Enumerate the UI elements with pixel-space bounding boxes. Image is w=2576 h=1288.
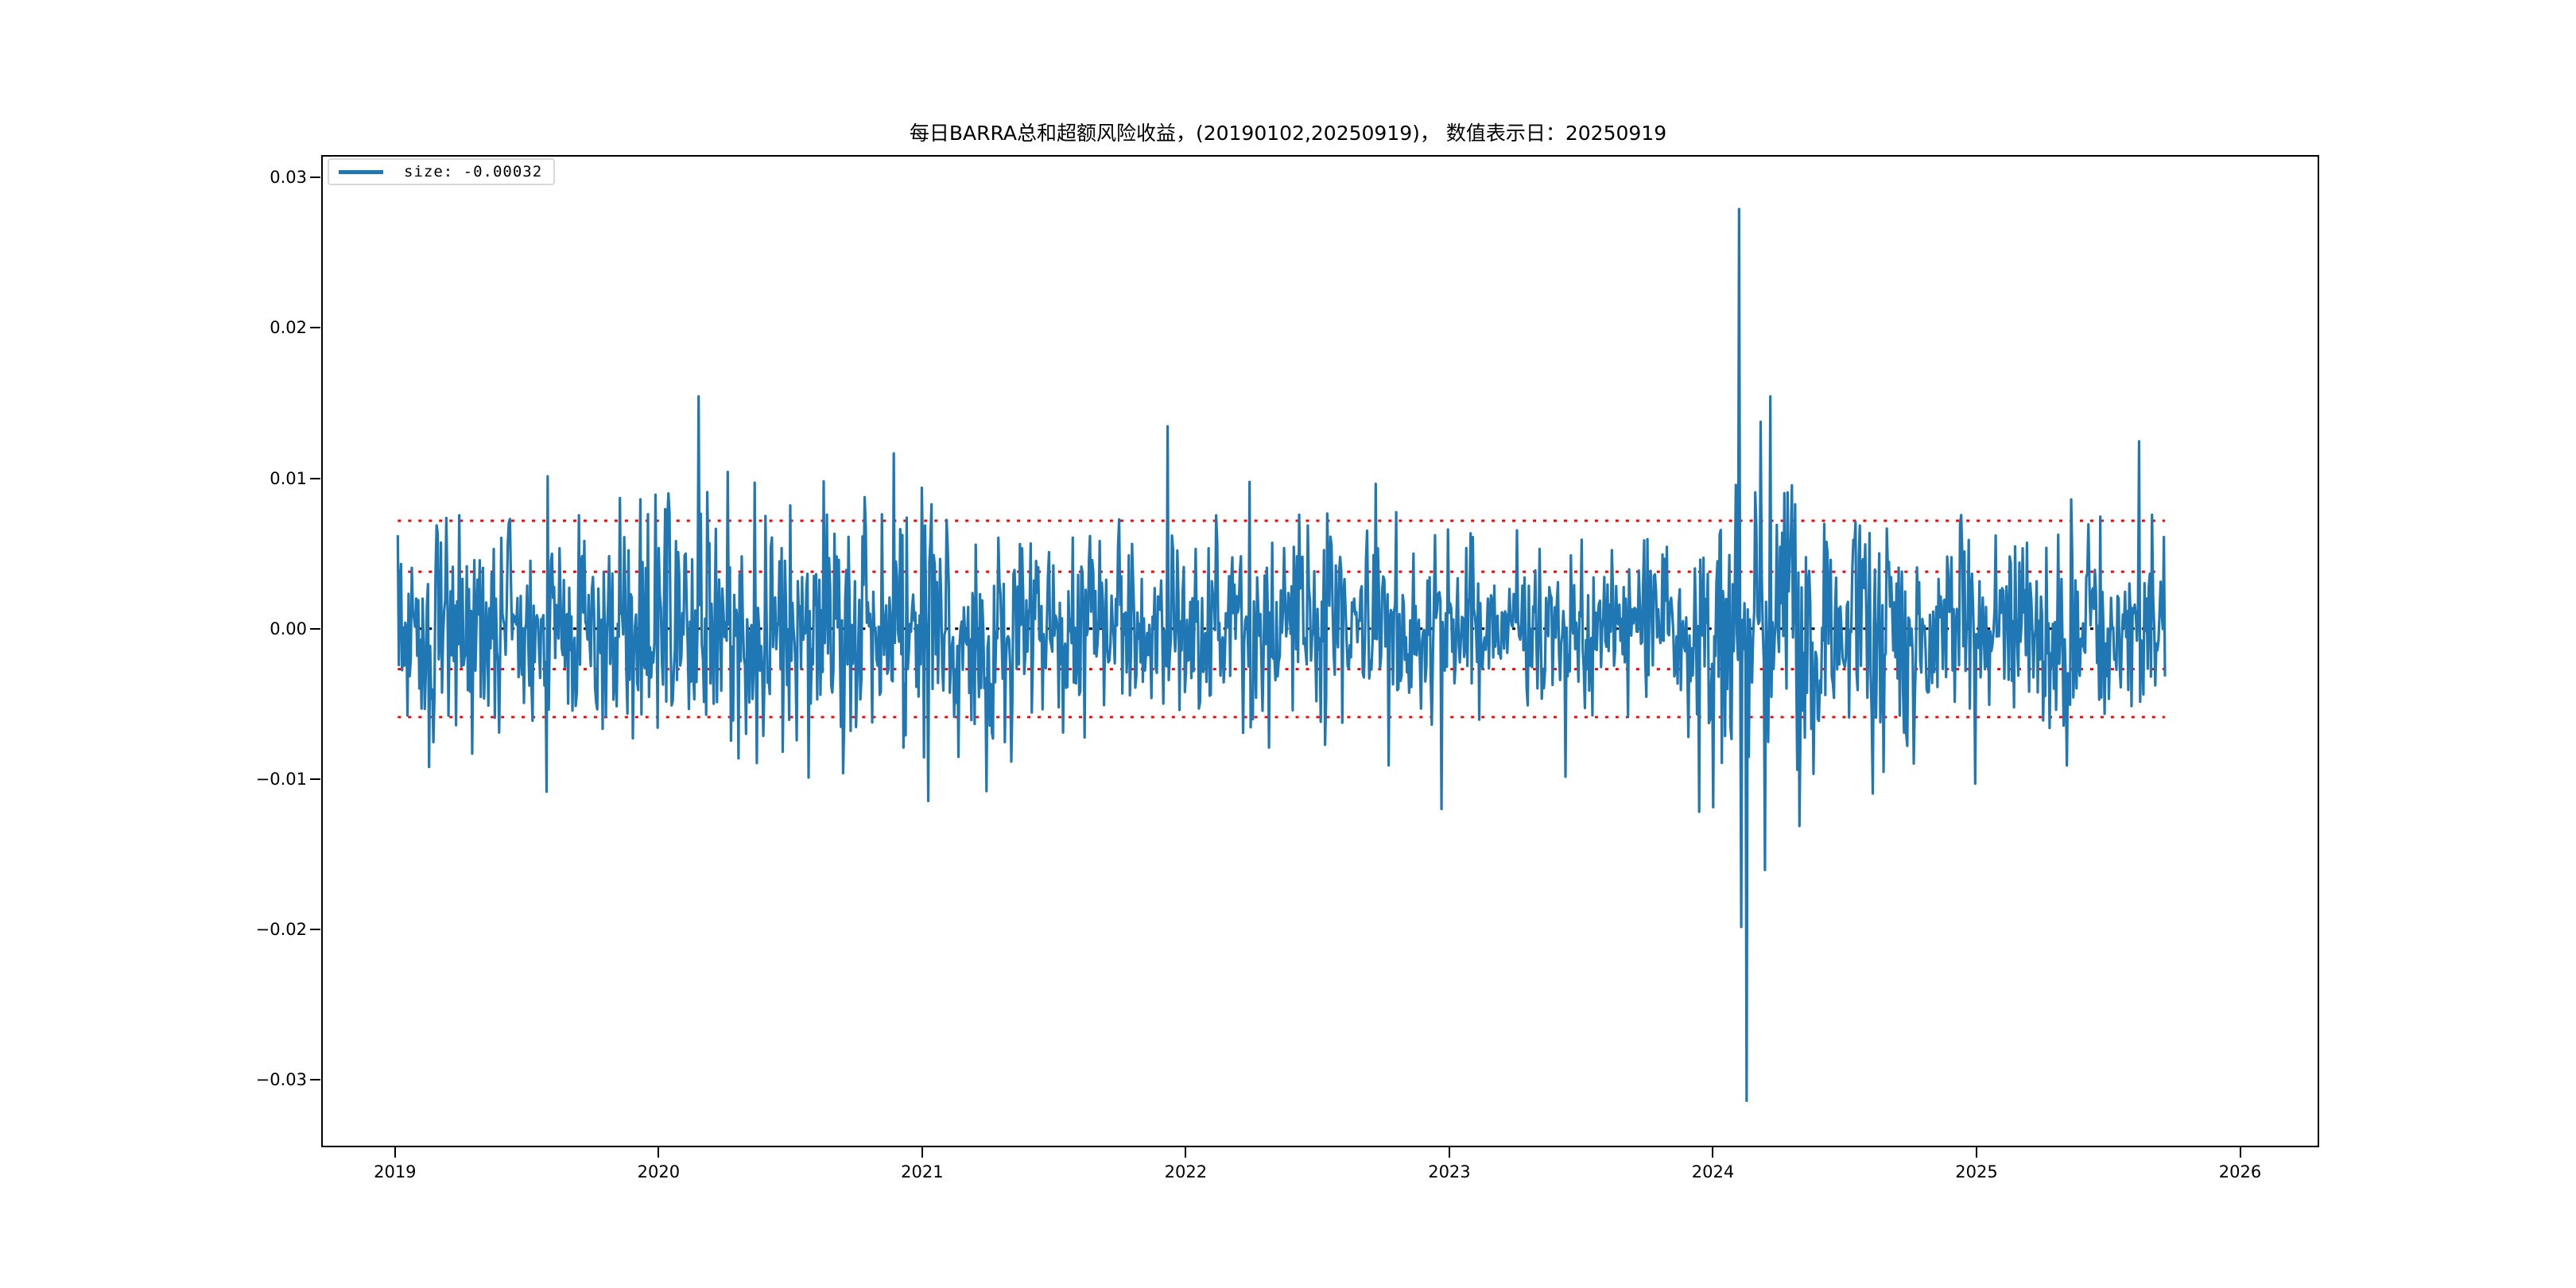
x-tick-mark xyxy=(1185,1147,1187,1158)
x-tick-label: 2022 xyxy=(1164,1162,1208,1181)
y-tick-label: −0.03 xyxy=(255,1069,307,1089)
y-tick-label: −0.01 xyxy=(255,769,307,789)
page-title: 每日BARRA总和超额风险收益，(20190102,20250919)， 数值表… xyxy=(909,122,1667,145)
legend-line-swatch xyxy=(339,169,383,174)
x-tick-label: 2021 xyxy=(901,1162,944,1181)
y-tick-label: 0.01 xyxy=(270,468,307,488)
x-tick-label: 2020 xyxy=(637,1162,681,1181)
x-tick-mark xyxy=(921,1147,923,1158)
y-tick-label: 0.00 xyxy=(270,619,307,638)
y-tick-mark xyxy=(310,928,320,930)
x-tick-mark xyxy=(1448,1147,1450,1158)
legend-box[interactable]: size: -0.00032 xyxy=(328,158,556,185)
legend-item-label: size: -0.00032 xyxy=(404,163,543,180)
y-tick-mark xyxy=(310,477,320,479)
series-plot-svg xyxy=(396,208,2167,1103)
y-axis-tick-labels: 0.03 0.02 0.01 0.00 −0.01 −0.02 −0.03 xyxy=(0,0,307,1288)
y-tick-label: −0.02 xyxy=(255,919,307,939)
x-tick-mark xyxy=(394,1147,396,1158)
y-tick-mark xyxy=(310,778,320,780)
x-tick-label: 2023 xyxy=(1428,1162,1471,1181)
y-tick-label: 0.02 xyxy=(270,318,307,338)
y-tick-mark xyxy=(310,627,320,630)
series-line-size xyxy=(396,208,2167,1103)
y-tick-mark xyxy=(310,327,320,329)
x-tick-label: 2026 xyxy=(2218,1162,2262,1181)
plot-area xyxy=(321,155,2319,1147)
y-tick-mark xyxy=(310,177,320,179)
y-tick-mark xyxy=(310,1078,320,1080)
x-tick-label: 2025 xyxy=(1955,1162,1998,1181)
x-tick-mark xyxy=(1976,1147,1977,1158)
x-tick-mark xyxy=(1712,1147,1714,1158)
x-tick-mark xyxy=(2239,1147,2241,1158)
y-tick-label: 0.03 xyxy=(270,168,307,188)
x-tick-label: 2024 xyxy=(1691,1162,1735,1181)
x-tick-mark xyxy=(658,1147,660,1158)
x-tick-label: 2019 xyxy=(374,1162,417,1181)
